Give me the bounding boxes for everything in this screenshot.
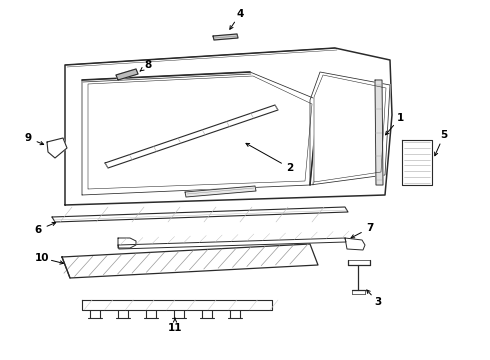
- Text: 11: 11: [168, 323, 182, 333]
- Polygon shape: [82, 72, 318, 195]
- Text: 5: 5: [441, 130, 448, 140]
- Text: 6: 6: [34, 225, 42, 235]
- Text: 4: 4: [236, 9, 244, 19]
- Polygon shape: [310, 72, 390, 185]
- Text: 3: 3: [374, 297, 382, 307]
- Polygon shape: [52, 207, 348, 222]
- Text: 9: 9: [24, 133, 31, 143]
- Polygon shape: [375, 80, 383, 185]
- Polygon shape: [47, 138, 67, 158]
- Polygon shape: [185, 186, 256, 197]
- Polygon shape: [116, 69, 138, 80]
- Polygon shape: [82, 300, 272, 310]
- Text: 7: 7: [367, 223, 374, 233]
- Polygon shape: [105, 105, 278, 168]
- Polygon shape: [314, 75, 386, 182]
- Text: 1: 1: [396, 113, 404, 123]
- Polygon shape: [62, 244, 318, 278]
- Text: 10: 10: [35, 253, 49, 263]
- Polygon shape: [345, 238, 365, 250]
- Polygon shape: [88, 76, 312, 189]
- Polygon shape: [213, 34, 238, 40]
- Polygon shape: [118, 238, 136, 248]
- Text: 8: 8: [145, 60, 151, 70]
- Text: 2: 2: [286, 163, 294, 173]
- Polygon shape: [65, 48, 392, 205]
- Polygon shape: [402, 140, 432, 185]
- Polygon shape: [118, 238, 346, 249]
